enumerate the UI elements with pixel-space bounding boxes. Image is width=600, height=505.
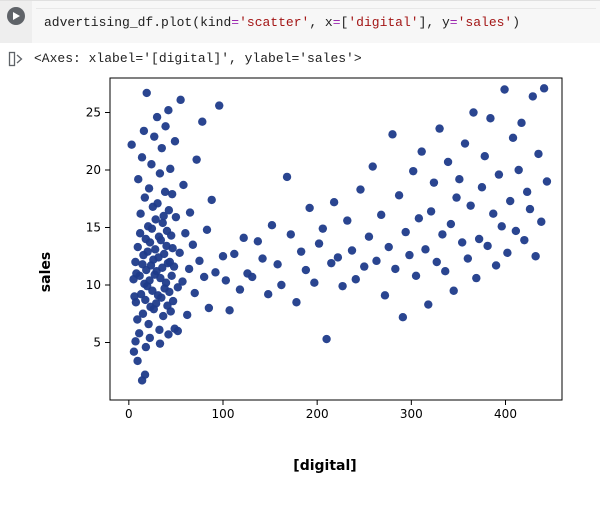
- svg-text:10: 10: [86, 278, 101, 292]
- code-top-border: [36, 3, 596, 9]
- svg-text:5: 5: [93, 335, 101, 349]
- output-gutter: [0, 49, 32, 67]
- input-area: advertising_df.plot(kind='scatter', x=['…: [0, 0, 600, 43]
- svg-text:0: 0: [125, 407, 133, 421]
- svg-text:400: 400: [494, 407, 517, 421]
- repr-output: <Axes: xlabel='[digital]', ylabel='sales…: [34, 49, 594, 72]
- svg-text:20: 20: [86, 163, 101, 177]
- scatter-chart: 0 100 200 300 400 5 10 15 20 25: [80, 72, 570, 432]
- notebook-cell: advertising_df.plot(kind='scatter', x=['…: [0, 0, 600, 478]
- svg-text:200: 200: [306, 407, 329, 421]
- output-body: <Axes: xlabel='[digital]', ylabel='sales…: [32, 49, 600, 478]
- code-editor[interactable]: advertising_df.plot(kind='scatter', x=['…: [36, 11, 596, 39]
- play-icon: [11, 11, 21, 21]
- code-editor-wrap: advertising_df.plot(kind='scatter', x=['…: [32, 1, 600, 43]
- xlabel: [digital]: [293, 458, 356, 474]
- output-area: <Axes: xlabel='[digital]', ylabel='sales…: [0, 43, 600, 478]
- svg-text:15: 15: [86, 220, 101, 234]
- output-icon: [8, 51, 24, 67]
- svg-text:300: 300: [400, 407, 423, 421]
- svg-text:25: 25: [86, 105, 101, 119]
- run-button[interactable]: [7, 7, 25, 25]
- svg-text:100: 100: [212, 407, 235, 421]
- chart-container: sales 0100200300400510152025 [digital]: [80, 72, 570, 472]
- cell-gutter: [0, 1, 32, 43]
- ylabel: sales: [38, 251, 54, 291]
